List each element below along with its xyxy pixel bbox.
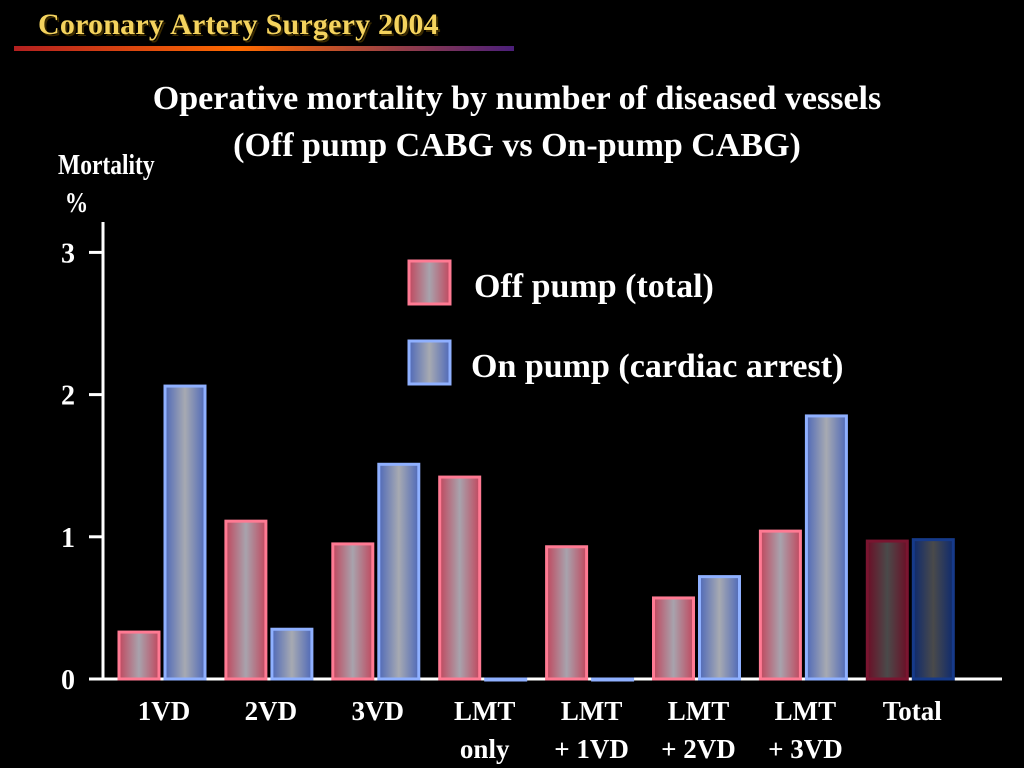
bar-off-pump — [117, 630, 161, 681]
legend-label-off-pump: Off pump (total) — [474, 268, 714, 305]
y-tick-label: 3 — [61, 238, 75, 269]
bar-on-pump — [804, 414, 848, 681]
x-category-label: Total — [883, 696, 943, 726]
bar-on-pump — [377, 462, 421, 681]
bar-on-pump — [591, 677, 635, 682]
y-axis-title: Mortality — [58, 150, 155, 181]
x-category-label: + 2VD — [661, 734, 736, 764]
bar-off-pump — [438, 475, 482, 681]
header-title: Coronary Artery Surgery 2004 — [38, 8, 439, 41]
x-category-label: LMT — [668, 696, 730, 726]
bar-off-pump — [331, 542, 375, 681]
y-tick-label: 0 — [61, 665, 75, 696]
x-category-label: LMT — [561, 696, 623, 726]
chart-subtitle: (Off pump CABG vs On-pump CABG) — [233, 127, 801, 164]
bar-off-pump — [758, 529, 802, 681]
x-category-label: 2VD — [245, 696, 298, 726]
x-category-label: 3VD — [352, 696, 405, 726]
bar-off-pump — [545, 545, 589, 681]
legend-label-on-pump: On pump (cardiac arrest) — [471, 348, 843, 385]
legend-swatch-on-pump — [407, 339, 452, 386]
bar-on-pump — [911, 538, 955, 681]
x-category-label: + 3VD — [768, 734, 843, 764]
x-category-label: only — [460, 734, 510, 764]
x-category-label: 1VD — [138, 696, 191, 726]
chart-title: Operative mortality by number of disease… — [152, 80, 882, 117]
bar-off-pump — [652, 596, 695, 681]
x-category-label: + 1VD — [554, 734, 629, 764]
y-tick-label: 2 — [61, 381, 75, 412]
legend-swatch-off-pump — [407, 259, 452, 306]
bar-on-pump — [163, 384, 207, 681]
bar-off-pump — [224, 519, 268, 681]
x-category-label: LMT — [775, 696, 837, 726]
header-underline — [14, 46, 514, 51]
y-axis-label: Mortality % — [58, 147, 155, 223]
bar-on-pump — [698, 575, 741, 681]
y-tick-label: 1 — [61, 523, 75, 554]
bar-on-pump — [484, 677, 528, 682]
y-axis-unit: % — [64, 187, 89, 219]
x-category-label: LMT — [454, 696, 516, 726]
bar-off-pump — [865, 539, 909, 681]
bar-on-pump — [270, 627, 314, 681]
